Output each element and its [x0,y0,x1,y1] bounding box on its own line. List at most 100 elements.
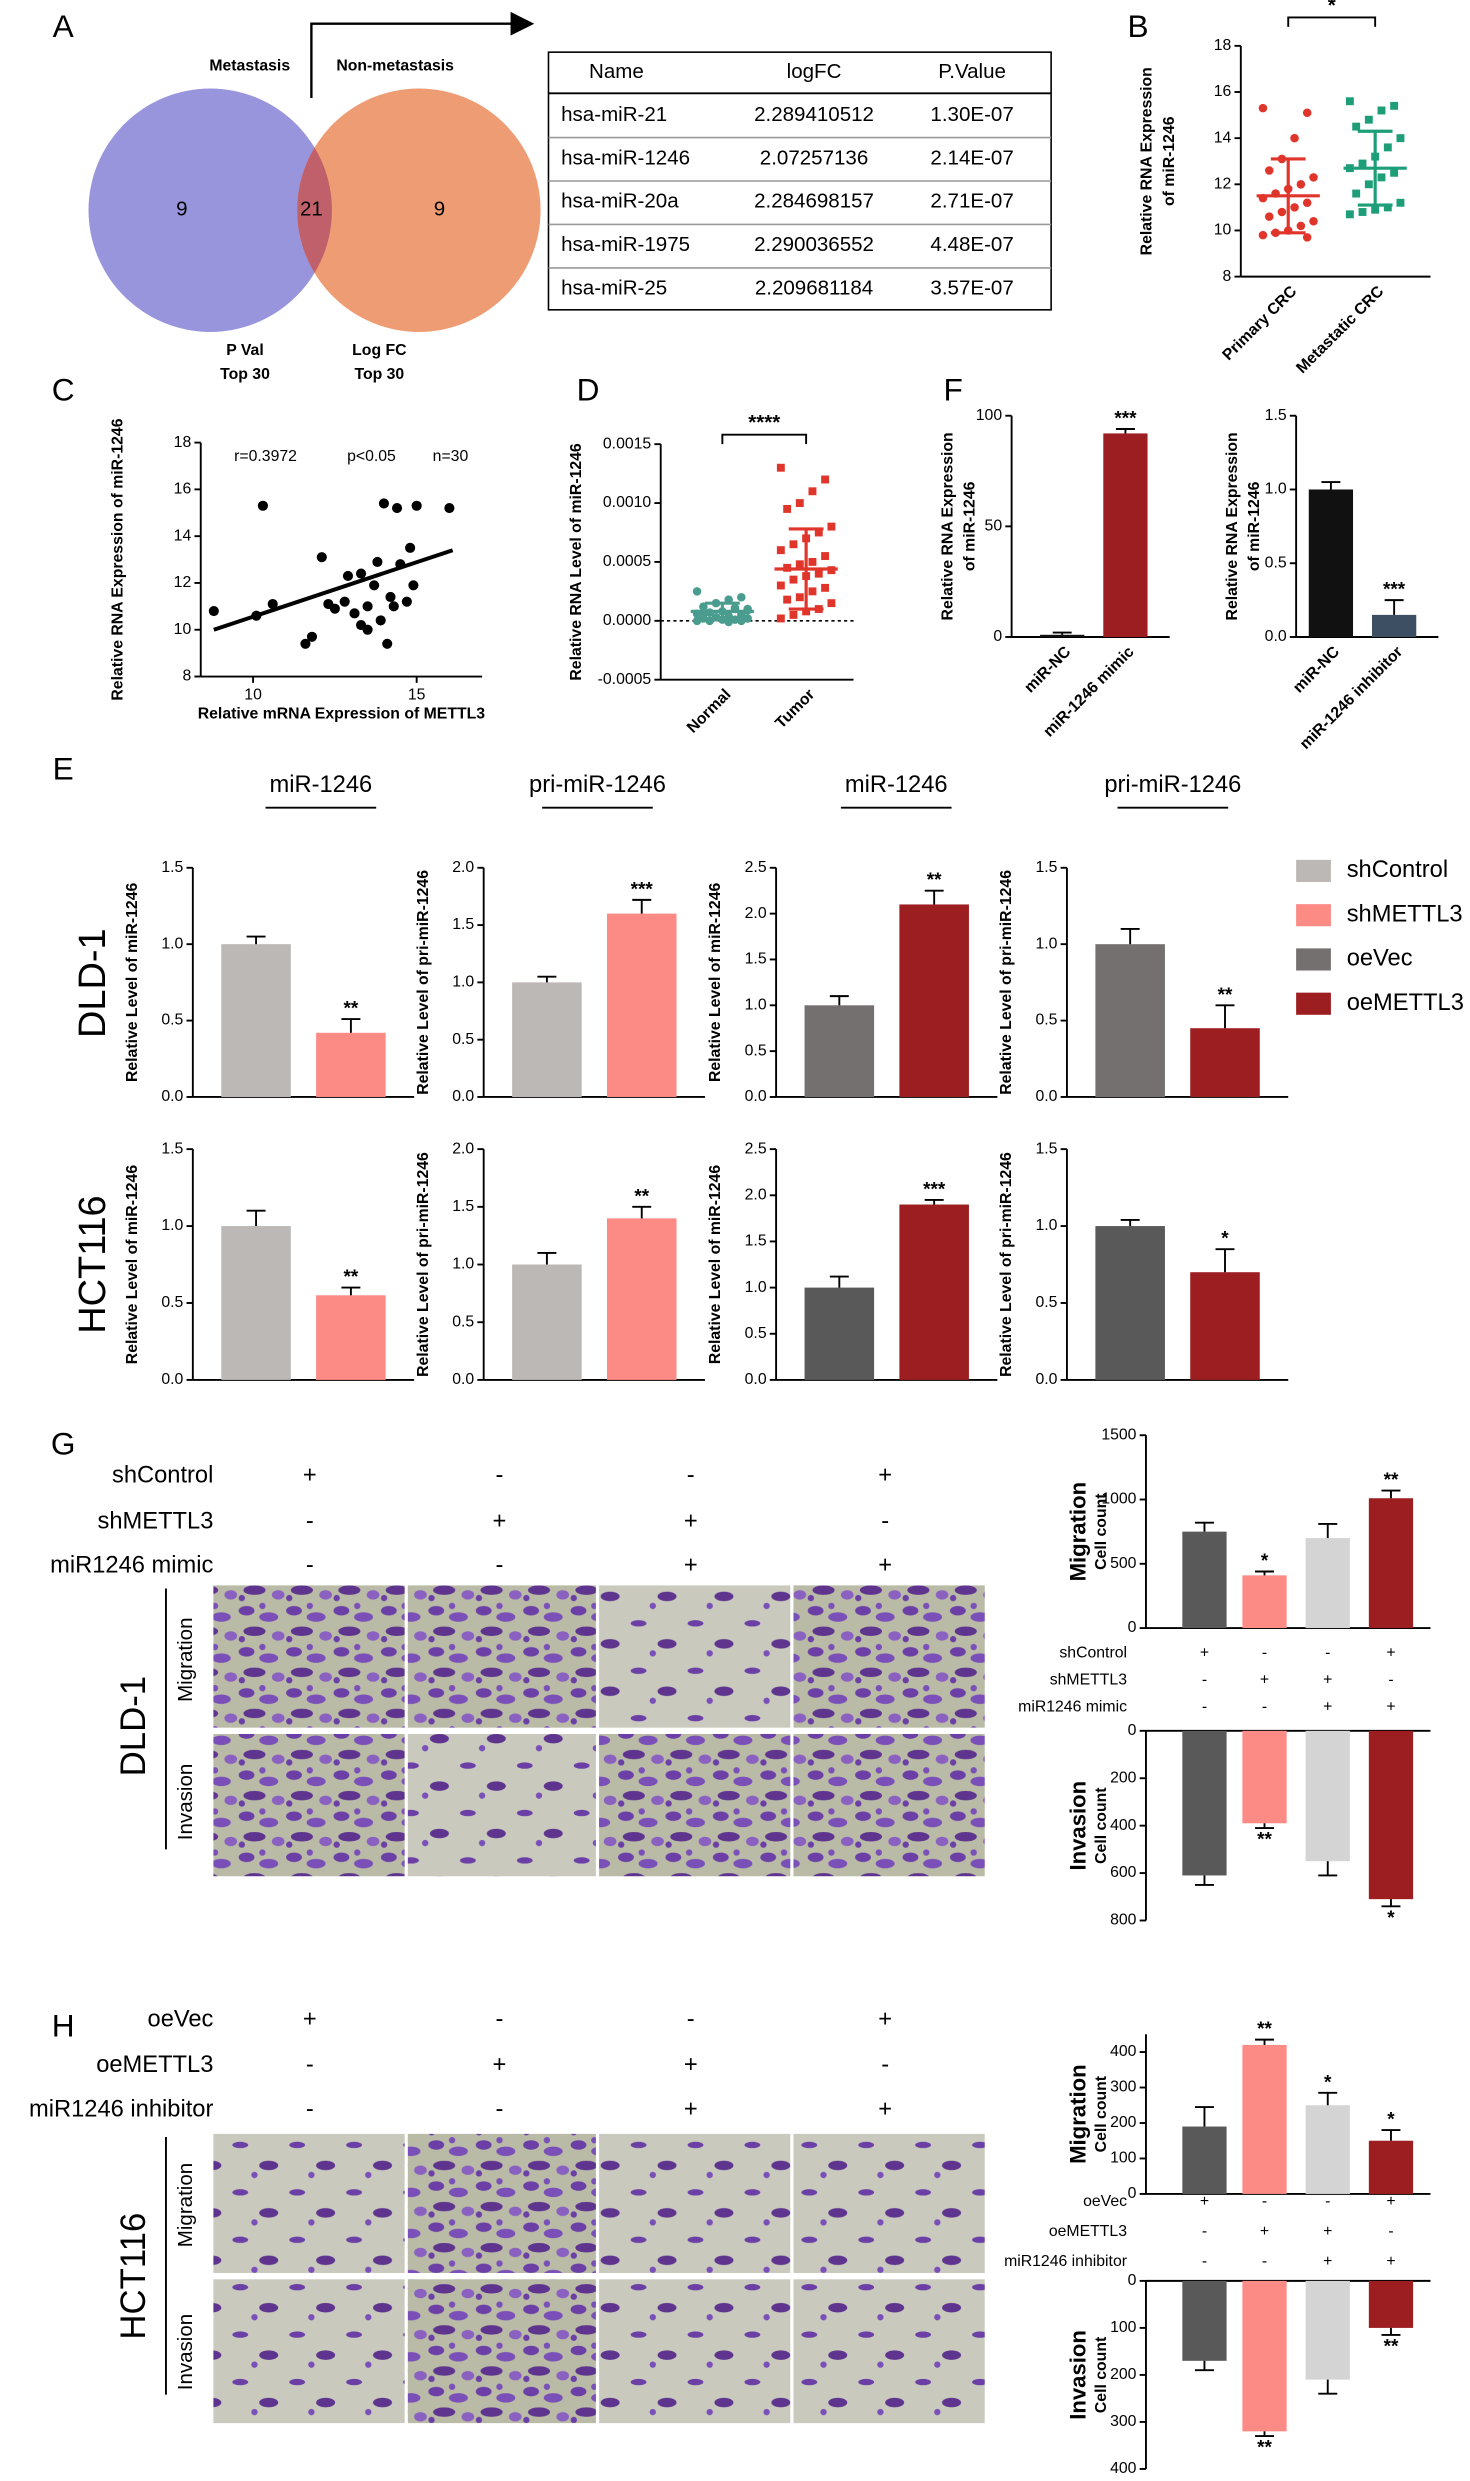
point [411,500,422,511]
dot [814,569,823,578]
y-axis-label: Relative Level of miR-1246 [707,883,724,1083]
condition-sign: - [1388,2223,1393,2240]
dot [1390,101,1399,110]
y-tick-label: 1.0 [1035,1217,1057,1234]
table-cell: 2.289410512 [754,103,874,126]
dot [1309,173,1318,182]
y-tick-label: 1.0 [1265,481,1287,498]
condition-sign: + [684,2096,698,2122]
dot [821,475,830,484]
dot [1364,180,1373,189]
significance-bracket [721,433,808,445]
dot [1377,106,1386,115]
condition-sign: + [493,2052,507,2078]
panel-label: B [1128,8,1149,44]
point [378,498,390,509]
bar [221,944,291,1097]
table-cell: hsa-miR-20a [561,190,679,213]
y-tick-label: 0 [1128,1619,1137,1636]
x-tick-label: 10 [244,687,262,704]
y-tick-label: 100 [1110,2150,1137,2167]
venn-label: Top 30 [220,366,270,383]
bar [316,1032,386,1097]
panel-label: G [51,1426,76,1462]
column-heading: pri-miR-1246 [1104,772,1241,798]
y-tick-label: 800 [1110,1912,1137,1929]
assay-label: Migration [174,1617,197,1701]
annotation: r=0.3972 [234,448,297,465]
y-tick-label: 0.0 [161,1371,183,1388]
point [316,552,327,563]
condition-sign: - [1202,2223,1207,2240]
condition-sign: + [1323,1671,1332,1688]
y-tick-label: 0.0 [1035,1088,1057,1105]
y-tick-label: 1.5 [161,859,183,876]
y-tick-label: 1.0 [1035,935,1057,952]
dot [1345,210,1354,219]
y-tick-label: 0.0 [161,1088,183,1105]
point [408,580,419,591]
table-cell: 1.30E-07 [930,103,1013,126]
condition-sign: + [1386,1698,1395,1715]
photos-h [213,2133,985,2424]
dot [1383,203,1392,212]
dot [808,557,817,566]
y-axis-label: Relative Level of pri-miR-1246 [415,1152,432,1377]
y-tick-label: 1.0 [745,1279,767,1296]
dot [1302,108,1312,118]
y-tick-label: 200 [1110,2114,1137,2131]
legend-label: oeVec [1347,946,1413,972]
bar [1182,2280,1227,2361]
bar [221,1226,291,1380]
y-tick-label: 14 [174,527,192,544]
dot [1258,103,1268,113]
y-tick-label: 200 [1110,1769,1137,1786]
y-axis-label: Relative Level of miR-1246 [124,1165,141,1365]
bar [1305,1538,1350,1629]
condition-sign: - [306,2096,314,2122]
y-tick-label: 0.5 [1035,1012,1057,1029]
y-tick-label: 0.0005 [603,553,652,570]
dot [783,595,792,604]
point [306,631,318,642]
y-axis-label: Relative RNA Expression [1139,67,1156,255]
point [385,591,396,603]
condition-sign: - [1325,1645,1330,1662]
significance: ** [1384,1470,1399,1491]
y-tick-label: 18 [174,434,192,451]
y-tick-label: 0.5 [161,1012,183,1029]
y-tick-label: 0 [993,628,1002,645]
condition-sign: - [1262,2253,1267,2270]
point [382,638,393,649]
panel-label: E [53,751,74,787]
venn-label: Top 30 [354,366,404,383]
dot [1396,198,1405,207]
y-tick-label: 1.5 [161,1140,183,1157]
y-tick-label: 0.5 [1035,1294,1057,1311]
significance: *** [1114,409,1137,430]
fit-line [213,548,454,632]
y-tick-label: 2.0 [452,1140,474,1157]
significance: *** [1383,580,1406,601]
bar [1182,1730,1227,1876]
significance: ** [1257,2019,1272,2040]
bar [899,1204,969,1380]
x-tick-label: 15 [408,687,426,704]
bar [512,982,582,1097]
dot [1345,97,1354,106]
bar [804,1287,875,1380]
point [267,598,278,610]
dot [1296,221,1306,231]
significance: * [1261,1551,1269,1572]
column-heading: miR-1246 [845,772,948,798]
bar [1305,1730,1350,1862]
bar [1190,1272,1260,1380]
venn-title: Non-metastasis [336,58,454,75]
table-cell: 3.57E-07 [930,277,1013,300]
condition-sign: - [1202,1698,1207,1715]
legend-swatch [1296,992,1331,1015]
condition-sign: - [687,2006,695,2032]
dot [1264,166,1274,175]
significance: ** [634,1186,649,1207]
y-tick-label: 100 [976,407,1003,424]
